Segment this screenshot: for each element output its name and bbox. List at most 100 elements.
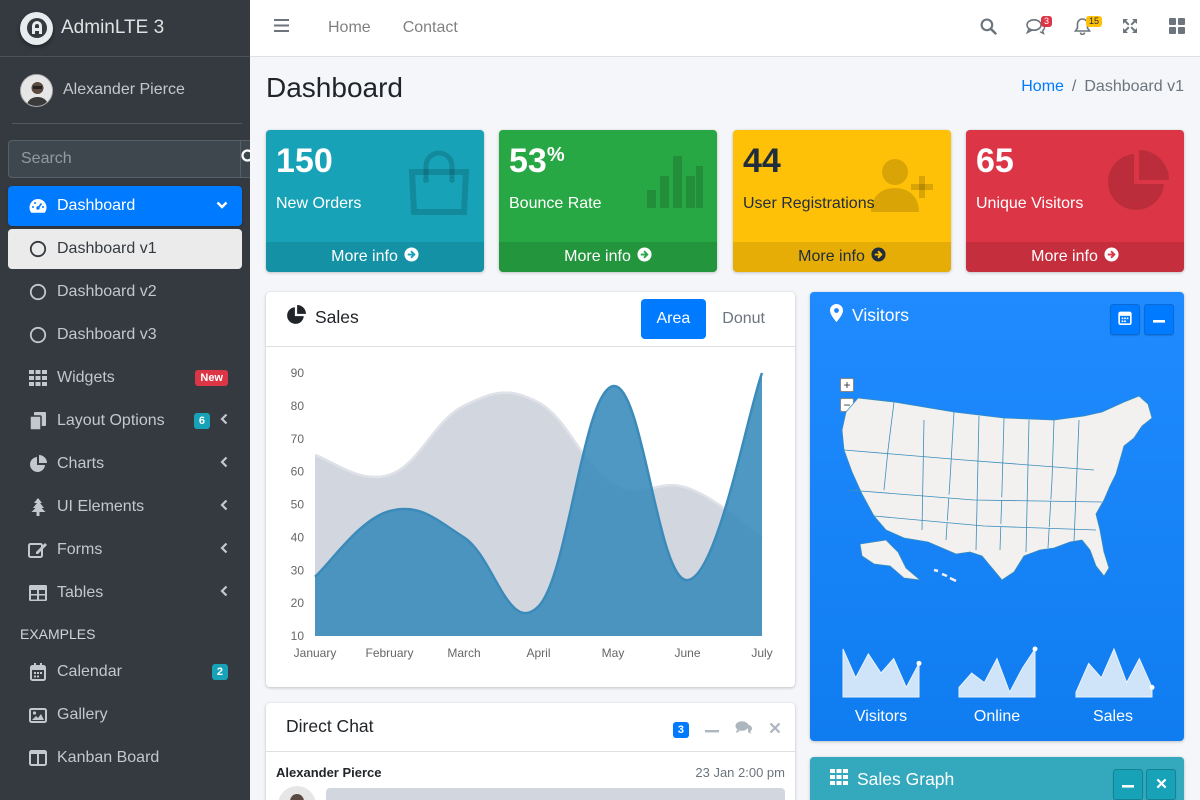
sidebar-item-tables[interactable]: Tables bbox=[8, 573, 242, 613]
sparkline-end-point bbox=[1149, 684, 1155, 690]
hamburger-menu-icon[interactable] bbox=[274, 19, 290, 37]
count-badge: 2 bbox=[211, 663, 228, 681]
y-tick-label: 60 bbox=[291, 465, 305, 479]
top-navbar: Home Contact 3 15 bbox=[250, 0, 1200, 57]
breadcrumb-separator: / bbox=[1071, 78, 1077, 95]
pie-chart-icon bbox=[286, 305, 306, 330]
chevron-left-icon bbox=[220, 412, 228, 430]
y-tick-label: 70 bbox=[291, 432, 305, 446]
sidebar-item-calendar[interactable]: Calendar 2 bbox=[8, 652, 242, 692]
sidebar-item-kanban-board[interactable]: Kanban Board bbox=[8, 738, 242, 778]
direct-chat-card: Direct Chat 3 Alexander Pierce 23 Jan 2:… bbox=[266, 703, 795, 800]
area-series-2 bbox=[315, 373, 762, 636]
sparkline-label-online: Online bbox=[973, 708, 1021, 725]
notifications-count-badge: 15 bbox=[1085, 16, 1102, 27]
x-tick-label: April bbox=[526, 646, 550, 660]
chevron-left-icon bbox=[220, 498, 228, 516]
card-title-text: Sales bbox=[315, 307, 359, 327]
chevron-left-icon bbox=[220, 584, 228, 602]
more-info-link[interactable]: More info bbox=[966, 242, 1184, 272]
more-info-link[interactable]: More info bbox=[733, 242, 951, 272]
sparkline-sales bbox=[1075, 647, 1153, 698]
bell-icon bbox=[1074, 17, 1091, 40]
search-input[interactable] bbox=[8, 140, 240, 178]
sidebar-item-dashboard-v2[interactable]: Dashboard v2 bbox=[8, 272, 242, 312]
sidebar-item-widgets[interactable]: Widgets New bbox=[8, 358, 242, 398]
card-header: Direct Chat 3 bbox=[266, 703, 795, 752]
card-title: Sales Graph bbox=[830, 769, 954, 790]
sidebar-item-forms[interactable]: Forms bbox=[8, 530, 242, 570]
control-sidebar-button[interactable] bbox=[1153, 0, 1200, 57]
calendar-icon bbox=[1118, 310, 1132, 330]
tab-donut[interactable]: Donut bbox=[722, 310, 765, 327]
expand-arrows-icon bbox=[1122, 18, 1138, 39]
sidebar-item-label: Dashboard bbox=[57, 197, 136, 214]
card-title-text: Direct Chat bbox=[286, 716, 374, 736]
search-button[interactable] bbox=[240, 140, 250, 178]
x-tick-label: March bbox=[447, 646, 480, 660]
comments-icon[interactable] bbox=[735, 720, 753, 739]
shopping-bag-icon bbox=[408, 150, 470, 221]
more-info-link[interactable]: More info bbox=[499, 242, 717, 272]
minus-icon bbox=[1153, 311, 1165, 329]
circle-icon bbox=[28, 326, 48, 344]
remove-button[interactable] bbox=[1146, 769, 1176, 800]
sparkline-end-point bbox=[916, 660, 922, 666]
table-icon bbox=[28, 585, 48, 601]
user-panel[interactable]: Alexander Pierce bbox=[12, 57, 242, 124]
usa-map[interactable] bbox=[834, 390, 1164, 610]
breadcrumb-home[interactable]: Home bbox=[1021, 78, 1064, 95]
sidebar-item-gallery[interactable]: Gallery bbox=[8, 695, 242, 735]
sidebar-item-dashboard[interactable]: Dashboard bbox=[8, 186, 242, 226]
sidebar-item-ui-elements[interactable]: UI Elements bbox=[8, 487, 242, 527]
collapse-button[interactable] bbox=[1113, 769, 1143, 800]
nav-link-contact[interactable]: Contact bbox=[402, 19, 458, 36]
nav-link-home[interactable]: Home bbox=[328, 19, 371, 36]
chevron-down-icon bbox=[216, 197, 228, 215]
notifications-dropdown[interactable]: 15 bbox=[1059, 0, 1106, 57]
sales-graph-card: Sales Graph bbox=[810, 757, 1184, 800]
main-sidebar: AdminLTE 3 Alexander Pierce Dashboard Da… bbox=[0, 0, 250, 800]
sidebar-search bbox=[8, 140, 250, 178]
date-range-button[interactable] bbox=[1110, 304, 1140, 335]
tab-area[interactable]: Area bbox=[640, 299, 707, 339]
map-zoom-in-button[interactable]: + bbox=[840, 378, 854, 392]
sidebar-item-label: Forms bbox=[57, 541, 103, 558]
sparkline-visitors bbox=[842, 648, 920, 698]
sidebar-item-layout-options[interactable]: Layout Options 6 bbox=[8, 401, 242, 441]
sparkline-label-visitors: Visitors bbox=[854, 708, 908, 725]
fullscreen-button[interactable] bbox=[1106, 0, 1153, 57]
messages-dropdown[interactable]: 3 bbox=[1012, 0, 1059, 57]
th-large-icon bbox=[1168, 18, 1185, 39]
chevron-left-icon bbox=[220, 455, 228, 473]
sidebar-item-dashboard-v1[interactable]: Dashboard v1 bbox=[8, 229, 242, 269]
y-tick-label: 40 bbox=[291, 530, 305, 544]
sidebar-nav: Dashboard Dashboard v1 Dashboard v2 Dash… bbox=[8, 186, 242, 781]
sidebar-item-label: Dashboard v2 bbox=[57, 283, 157, 300]
grid-icon bbox=[28, 369, 48, 387]
stat-value: 65 bbox=[976, 142, 1014, 181]
sparkline-online bbox=[958, 647, 1036, 698]
messages-count-badge: 3 bbox=[1040, 16, 1052, 27]
x-tick-label: February bbox=[365, 646, 413, 660]
close-icon bbox=[1156, 776, 1167, 794]
navbar-search-button[interactable] bbox=[965, 0, 1012, 57]
message-count-badge: 3 bbox=[672, 721, 689, 738]
brand-link[interactable]: AdminLTE 3 bbox=[0, 0, 250, 57]
card-title-text: Sales Graph bbox=[857, 769, 955, 789]
minus-icon[interactable] bbox=[705, 721, 719, 739]
stat-value-number: 150 bbox=[276, 142, 333, 180]
count-badge: 6 bbox=[193, 412, 210, 430]
sidebar-item-charts[interactable]: Charts bbox=[8, 444, 242, 484]
more-info-link[interactable]: More info bbox=[266, 242, 484, 272]
th-icon bbox=[830, 769, 848, 790]
card-title: Sales bbox=[286, 305, 359, 330]
stat-value: 150 bbox=[276, 142, 333, 181]
sparkline-label-sales: Sales bbox=[1092, 708, 1134, 725]
more-info-label: More info bbox=[798, 248, 865, 265]
line-series-2 bbox=[314, 372, 764, 615]
collapse-button[interactable] bbox=[1144, 304, 1174, 335]
sidebar-item-dashboard-v3[interactable]: Dashboard v3 bbox=[8, 315, 242, 355]
close-icon[interactable] bbox=[769, 721, 781, 739]
user-name[interactable]: Alexander Pierce bbox=[63, 81, 185, 98]
